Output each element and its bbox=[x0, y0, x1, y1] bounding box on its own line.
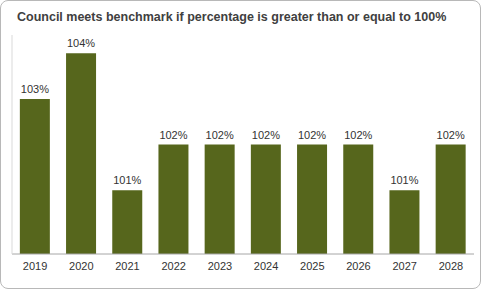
svg-text:2027: 2027 bbox=[392, 260, 416, 272]
svg-text:102%: 102% bbox=[344, 129, 372, 141]
svg-text:2023: 2023 bbox=[208, 260, 232, 272]
svg-text:2022: 2022 bbox=[161, 260, 185, 272]
svg-text:102%: 102% bbox=[206, 129, 234, 141]
svg-text:2020: 2020 bbox=[69, 260, 93, 272]
svg-text:104%: 104% bbox=[67, 37, 95, 49]
svg-text:2021: 2021 bbox=[115, 260, 139, 272]
svg-text:2019: 2019 bbox=[23, 260, 47, 272]
svg-text:2025: 2025 bbox=[300, 260, 324, 272]
svg-text:2026: 2026 bbox=[346, 260, 370, 272]
html-text:Council meets benchmark if per: Council meets benchmark if percentage is… bbox=[17, 10, 447, 24]
svg-text:101%: 101% bbox=[113, 174, 141, 186]
svg-text:103%: 103% bbox=[21, 83, 49, 95]
svg-text:102%: 102% bbox=[252, 129, 280, 141]
svg-text:101%: 101% bbox=[390, 174, 418, 186]
svg-text:102%: 102% bbox=[298, 129, 326, 141]
svg-text:102%: 102% bbox=[159, 129, 187, 141]
svg-text:102%: 102% bbox=[437, 129, 465, 141]
svg-text:2028: 2028 bbox=[439, 260, 463, 272]
svg-text:2024: 2024 bbox=[254, 260, 278, 272]
